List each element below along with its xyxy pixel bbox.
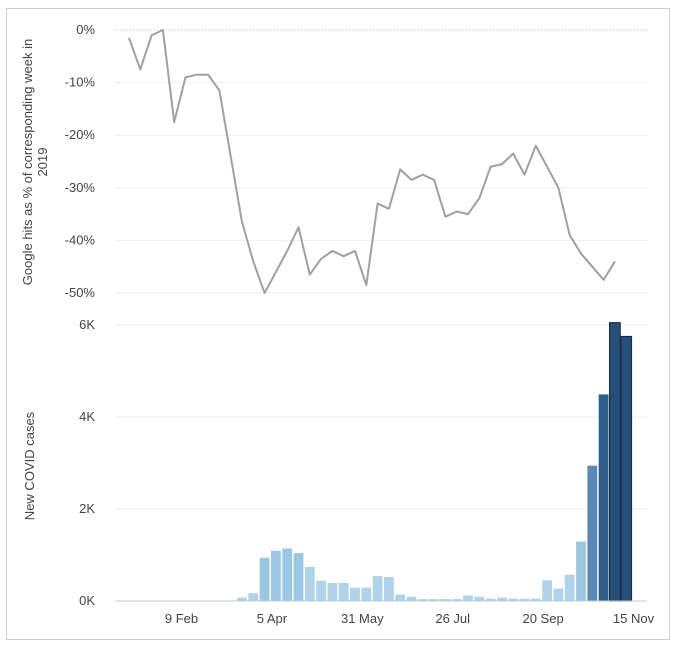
bar-chart-bar xyxy=(473,596,486,602)
line-chart-y-tick-label: -50% xyxy=(65,285,96,300)
bar-chart-bar xyxy=(270,550,282,602)
line-chart-gridlines xyxy=(115,29,647,294)
bar-chart-bar xyxy=(315,579,327,602)
bar-chart-bar xyxy=(326,582,339,602)
bar-chart-bar xyxy=(281,547,293,602)
bar-chart-gridlines xyxy=(115,324,647,510)
bar-chart-bar xyxy=(236,596,248,602)
bar-chart-bar xyxy=(292,552,305,602)
line-series-google-hits xyxy=(128,29,616,294)
bar-chart-bar xyxy=(541,579,553,602)
bar-chart-y-tick-label: 4K xyxy=(79,409,95,424)
bar-chart-bar xyxy=(496,596,508,602)
bar-chart-bar xyxy=(349,586,361,602)
bar-chart-bar xyxy=(575,540,587,602)
line-chart-y-tick-label: -20% xyxy=(65,127,96,142)
bar-chart-x-tick-label: 31 May xyxy=(341,611,384,626)
bar-chart-bar xyxy=(552,587,565,602)
line-chart-y-tick-label: -30% xyxy=(65,180,96,195)
bar-chart-x-tick-label: 26 Jul xyxy=(435,611,470,626)
bar-chart-x-tick-label: 5 Apr xyxy=(257,611,288,626)
line-chart-y-ticks: 0% -10% -20% -30% -40% -50% xyxy=(65,22,96,300)
bar-chart-bar xyxy=(608,322,621,602)
bar-chart-y-ticks: 0K 2K 4K 6K xyxy=(79,317,95,608)
bar-chart-bar xyxy=(564,573,576,602)
bar-chart-bar xyxy=(586,464,599,602)
bar-chart-y-tick-label: 2K xyxy=(79,501,95,516)
bar-chart-y-tick-label: 0K xyxy=(79,593,95,608)
bar-chart-bar xyxy=(394,593,406,602)
line-chart-y-axis-label-line-1: Google hits as % of corresponding week i… xyxy=(20,39,35,285)
bar-chart-bar xyxy=(405,596,418,602)
bar-chart-bar xyxy=(462,594,474,602)
bar-chart-x-ticks: 9 Feb 5 Apr 31 May 26 Jul 20 Sep 15 Nov xyxy=(165,611,655,626)
line-chart-y-tick-label: -40% xyxy=(65,232,96,247)
bar-chart-bar xyxy=(371,575,384,602)
line-chart-y-axis-label-line-2: 2019 xyxy=(35,148,50,177)
bar-chart-bar xyxy=(337,582,350,602)
bar-chart-y-tick-label: 6K xyxy=(79,317,95,332)
bar-chart-bars xyxy=(236,322,633,602)
bar-chart-bar xyxy=(383,576,395,602)
bar-chart-bar xyxy=(597,393,610,602)
bar-chart-bar xyxy=(304,566,316,602)
bar-chart-bar xyxy=(360,586,373,602)
bar-chart-bar xyxy=(247,592,260,602)
bar-chart-x-tick-label: 20 Sep xyxy=(522,611,563,626)
line-chart-y-tick-label: 0% xyxy=(76,22,95,37)
bar-chart-bar xyxy=(258,556,271,602)
chart-frame: 0% -10% -20% -30% -40% -50% Google hits as % … xyxy=(6,8,670,640)
line-chart-series xyxy=(128,29,616,294)
chart-canvas: 0% -10% -20% -30% -40% -50% Google hits as % … xyxy=(20,22,655,626)
bar-chart-x-tick-label: 15 Nov xyxy=(613,611,655,626)
bar-chart-y-axis-label: New COVID cases xyxy=(22,411,37,520)
bar-chart-bar xyxy=(620,335,633,602)
bar-chart-x-tick-label: 9 Feb xyxy=(165,611,198,626)
line-chart-y-tick-label: -10% xyxy=(65,75,96,90)
